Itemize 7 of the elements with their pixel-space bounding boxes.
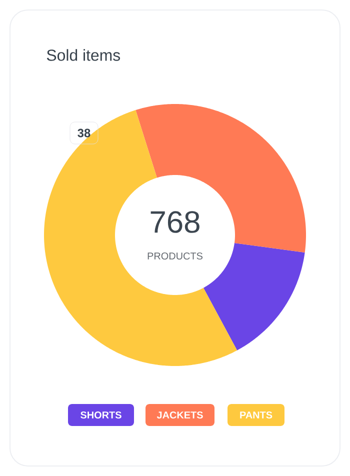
text: 38	[78, 128, 90, 138]
chart-title: Sold items	[46, 49, 120, 61]
legend-label: JACKETS	[156, 411, 203, 419]
text: PRODUCTS	[148, 252, 202, 260]
legend-label: SHORTS	[80, 411, 122, 419]
legend-label: PANTS	[240, 411, 272, 419]
text: 768	[150, 211, 200, 233]
